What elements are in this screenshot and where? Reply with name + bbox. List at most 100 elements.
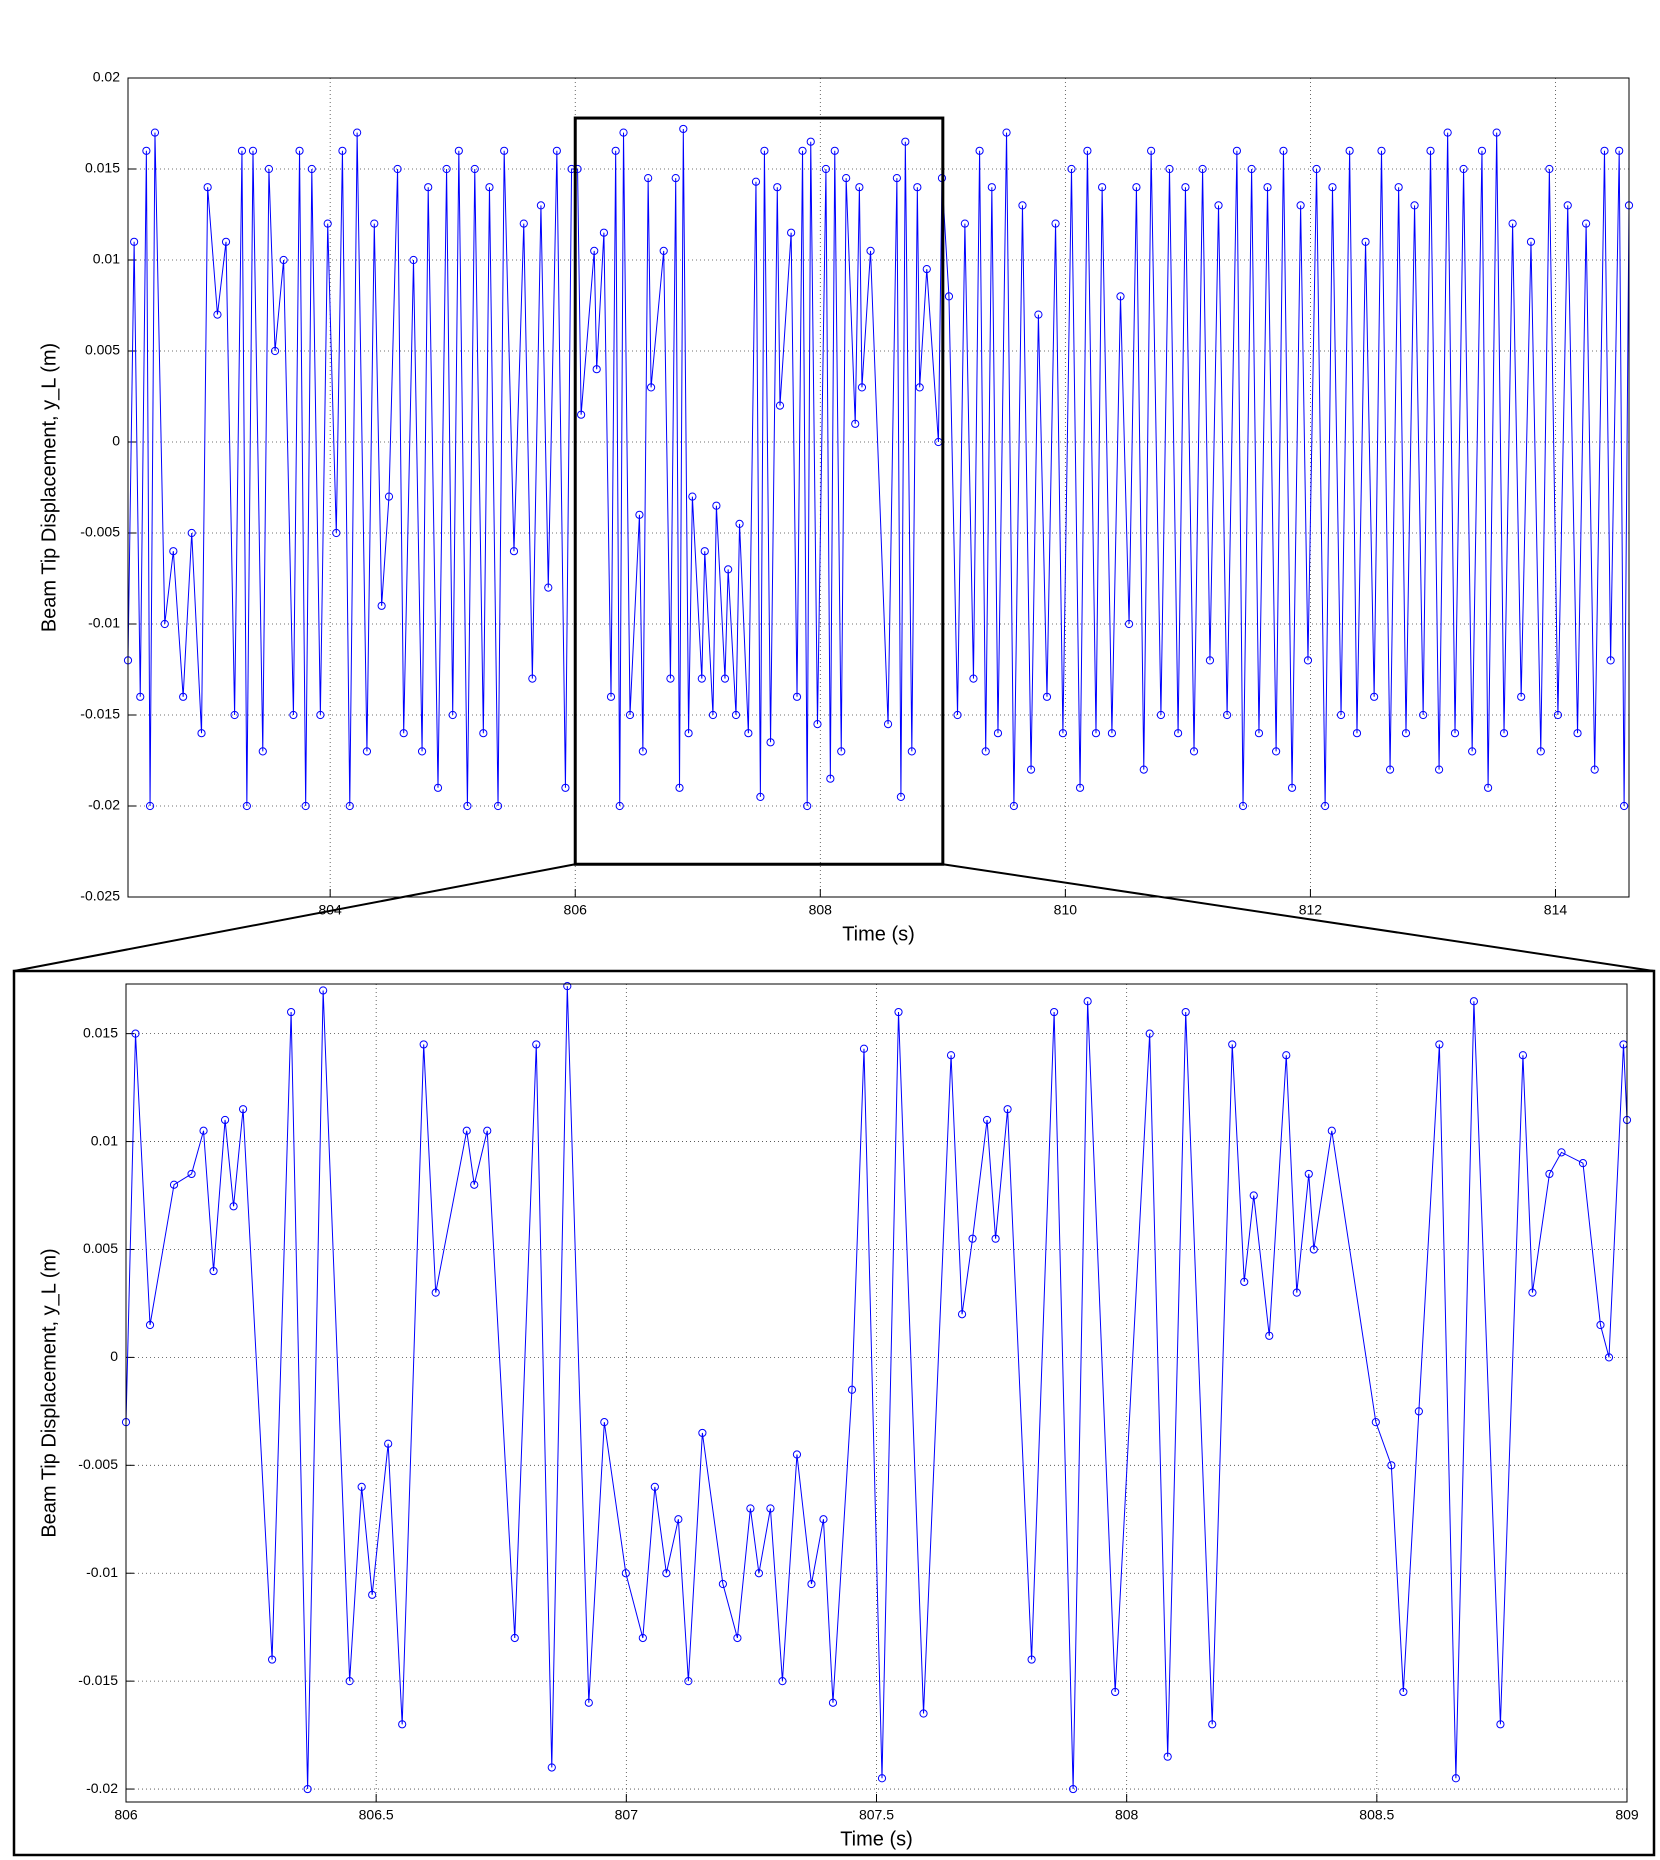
data-point	[1312, 164, 1321, 174]
data-point	[345, 1677, 354, 1686]
data-point	[946, 1051, 956, 1060]
data-point	[975, 146, 984, 155]
data-point	[1377, 146, 1386, 155]
data-point	[1590, 765, 1599, 774]
data-point	[733, 1633, 742, 1643]
data-point	[1208, 1720, 1217, 1729]
data-point	[509, 547, 519, 556]
data-point	[766, 738, 775, 747]
x-axis-label: Time (s)	[842, 923, 915, 945]
axes-box	[125, 983, 1628, 1803]
data-point	[744, 729, 753, 738]
data-point	[1240, 1277, 1249, 1286]
data-point	[1399, 1687, 1408, 1697]
data-point	[720, 674, 730, 683]
data-point	[1345, 146, 1354, 155]
data-point	[760, 146, 769, 155]
data-point	[528, 674, 537, 683]
data-point	[353, 128, 362, 137]
data-point	[237, 146, 247, 155]
y-tick-label: -0.02	[88, 797, 120, 813]
data-point	[806, 137, 815, 146]
data-point	[700, 547, 709, 556]
data-point	[1156, 710, 1166, 720]
series	[121, 982, 1632, 1794]
data-point	[547, 1763, 556, 1772]
data-point	[1443, 128, 1452, 137]
data-point	[944, 292, 954, 301]
data-point	[1002, 128, 1011, 137]
data-point	[1145, 1029, 1154, 1038]
data-point	[295, 146, 304, 155]
data-point	[724, 565, 733, 574]
data-point	[787, 228, 796, 237]
data-point	[1265, 1331, 1274, 1340]
data-point	[606, 692, 616, 701]
data-point	[1499, 729, 1509, 738]
data-point	[1496, 1720, 1505, 1729]
data-point	[712, 501, 721, 510]
data-point	[1205, 656, 1215, 665]
data-point	[136, 692, 145, 701]
data-point	[851, 419, 860, 428]
data-point	[442, 164, 451, 174]
data-point	[1181, 183, 1190, 192]
data-point	[1401, 729, 1411, 738]
data-point	[345, 801, 354, 811]
series	[123, 124, 1634, 811]
data-point	[1051, 219, 1060, 228]
data-point	[197, 729, 206, 738]
data-point	[866, 246, 875, 255]
data-point	[199, 1126, 208, 1135]
data-point	[264, 164, 274, 174]
y-tick-label: 0	[110, 1348, 118, 1364]
data-point	[1083, 146, 1092, 155]
data-point	[644, 174, 653, 183]
y-tick-label: -0.02	[86, 1780, 118, 1796]
data-point	[1606, 656, 1615, 665]
data-point	[1508, 219, 1517, 228]
data-point	[987, 183, 996, 192]
data-point	[756, 792, 765, 802]
data-point	[1483, 783, 1493, 792]
data-point	[1139, 765, 1148, 774]
data-point	[907, 747, 916, 756]
data-point	[1518, 1051, 1528, 1060]
data-point	[1604, 1353, 1614, 1362]
data-point	[142, 146, 151, 155]
data-point	[803, 801, 812, 811]
data-point	[1222, 710, 1232, 720]
data-point	[619, 128, 628, 137]
data-point	[1050, 1007, 1059, 1017]
data-point	[424, 183, 433, 192]
data-point	[316, 710, 325, 720]
data-point	[915, 383, 924, 392]
data-point	[229, 1202, 238, 1211]
data-point	[718, 1579, 727, 1589]
data-point	[993, 729, 1003, 738]
data-point	[1528, 1288, 1537, 1297]
data-point	[991, 1234, 1000, 1243]
data-point	[1517, 692, 1526, 701]
data-point	[561, 783, 570, 792]
zoom-box	[573, 116, 945, 866]
data-point	[1173, 729, 1183, 738]
data-point	[1387, 1461, 1396, 1470]
data-point	[552, 146, 561, 155]
x-tick-label: 807	[615, 1807, 639, 1823]
data-point	[1434, 765, 1444, 774]
data-point	[1292, 1288, 1301, 1297]
data-point	[279, 255, 288, 265]
y-tick-label: -0.005	[80, 524, 120, 540]
data-point	[708, 710, 718, 720]
data-point	[1545, 1169, 1554, 1179]
data-point	[1247, 164, 1256, 174]
data-point	[830, 146, 839, 155]
data-point	[131, 1029, 140, 1038]
data-point	[368, 1590, 377, 1599]
data-point	[688, 492, 697, 501]
data-point	[289, 710, 298, 720]
data-point	[1615, 146, 1624, 155]
data-point	[1459, 164, 1468, 174]
data-point	[1189, 747, 1199, 756]
